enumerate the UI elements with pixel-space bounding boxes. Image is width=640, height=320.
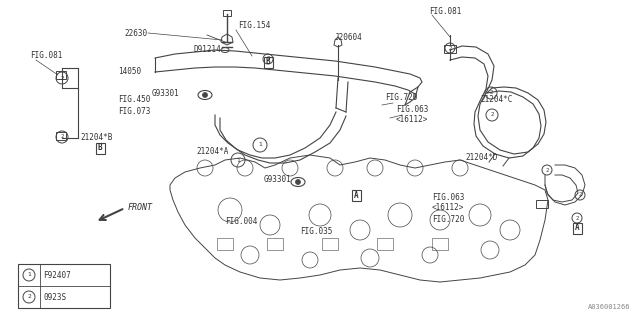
Bar bbox=[444, 45, 456, 53]
Bar bbox=[351, 189, 360, 201]
Text: FIG.081: FIG.081 bbox=[429, 7, 461, 17]
Bar bbox=[377, 238, 393, 250]
Bar bbox=[536, 200, 548, 208]
Text: A: A bbox=[575, 223, 579, 233]
Ellipse shape bbox=[221, 47, 229, 52]
Text: FIG.063: FIG.063 bbox=[432, 194, 465, 203]
Text: 14050: 14050 bbox=[118, 68, 141, 76]
Text: FRONT: FRONT bbox=[128, 203, 153, 212]
Text: FIG.073: FIG.073 bbox=[118, 108, 150, 116]
Text: 21204*A: 21204*A bbox=[196, 148, 228, 156]
Text: B: B bbox=[266, 58, 270, 67]
Text: 21204*D: 21204*D bbox=[465, 153, 497, 162]
Circle shape bbox=[296, 180, 301, 185]
Text: A: A bbox=[354, 190, 358, 199]
Text: 21204*C: 21204*C bbox=[480, 95, 513, 105]
Text: G93301: G93301 bbox=[152, 89, 180, 98]
Text: <16112>: <16112> bbox=[432, 204, 465, 212]
Bar bbox=[56, 132, 66, 140]
Bar bbox=[56, 71, 66, 79]
Text: FIG.154: FIG.154 bbox=[238, 21, 270, 30]
Text: B: B bbox=[98, 143, 102, 153]
Bar bbox=[267, 238, 283, 250]
Text: 2: 2 bbox=[575, 215, 579, 220]
Text: D91214: D91214 bbox=[194, 44, 221, 53]
Text: 2: 2 bbox=[579, 193, 582, 197]
Text: FIG.035: FIG.035 bbox=[300, 228, 332, 236]
Text: 0923S: 0923S bbox=[43, 292, 66, 301]
Text: 1: 1 bbox=[27, 273, 31, 277]
Bar bbox=[95, 142, 104, 154]
Text: 2: 2 bbox=[449, 45, 452, 51]
Text: FIG.720: FIG.720 bbox=[385, 93, 417, 102]
Text: FIG.450: FIG.450 bbox=[118, 95, 150, 105]
Circle shape bbox=[202, 92, 207, 98]
Text: 2: 2 bbox=[60, 134, 63, 140]
Text: F92407: F92407 bbox=[43, 270, 71, 279]
Text: 21204*B: 21204*B bbox=[80, 133, 113, 142]
Text: FIG.063: FIG.063 bbox=[396, 106, 428, 115]
Text: 1: 1 bbox=[258, 142, 262, 148]
Text: 2: 2 bbox=[27, 294, 31, 300]
Text: 22630: 22630 bbox=[125, 28, 148, 37]
Bar bbox=[223, 10, 231, 16]
Bar bbox=[573, 222, 582, 234]
Text: 1: 1 bbox=[236, 157, 240, 163]
Text: FIG.720: FIG.720 bbox=[432, 215, 465, 225]
Bar bbox=[432, 238, 448, 250]
Bar bbox=[217, 238, 233, 250]
Text: G93301: G93301 bbox=[264, 175, 292, 185]
Text: 2: 2 bbox=[266, 57, 269, 61]
Text: <16112>: <16112> bbox=[396, 116, 428, 124]
Bar bbox=[322, 238, 338, 250]
Bar bbox=[264, 57, 273, 68]
Bar bbox=[18, 264, 110, 308]
Text: FIG.004: FIG.004 bbox=[225, 218, 257, 227]
Text: 2: 2 bbox=[60, 76, 63, 81]
Text: 2: 2 bbox=[490, 91, 493, 95]
Text: A036001266: A036001266 bbox=[588, 304, 630, 310]
Text: 2: 2 bbox=[490, 113, 493, 117]
Text: J20604: J20604 bbox=[335, 34, 363, 43]
Text: FIG.081: FIG.081 bbox=[30, 51, 62, 60]
Text: 2: 2 bbox=[545, 167, 548, 172]
